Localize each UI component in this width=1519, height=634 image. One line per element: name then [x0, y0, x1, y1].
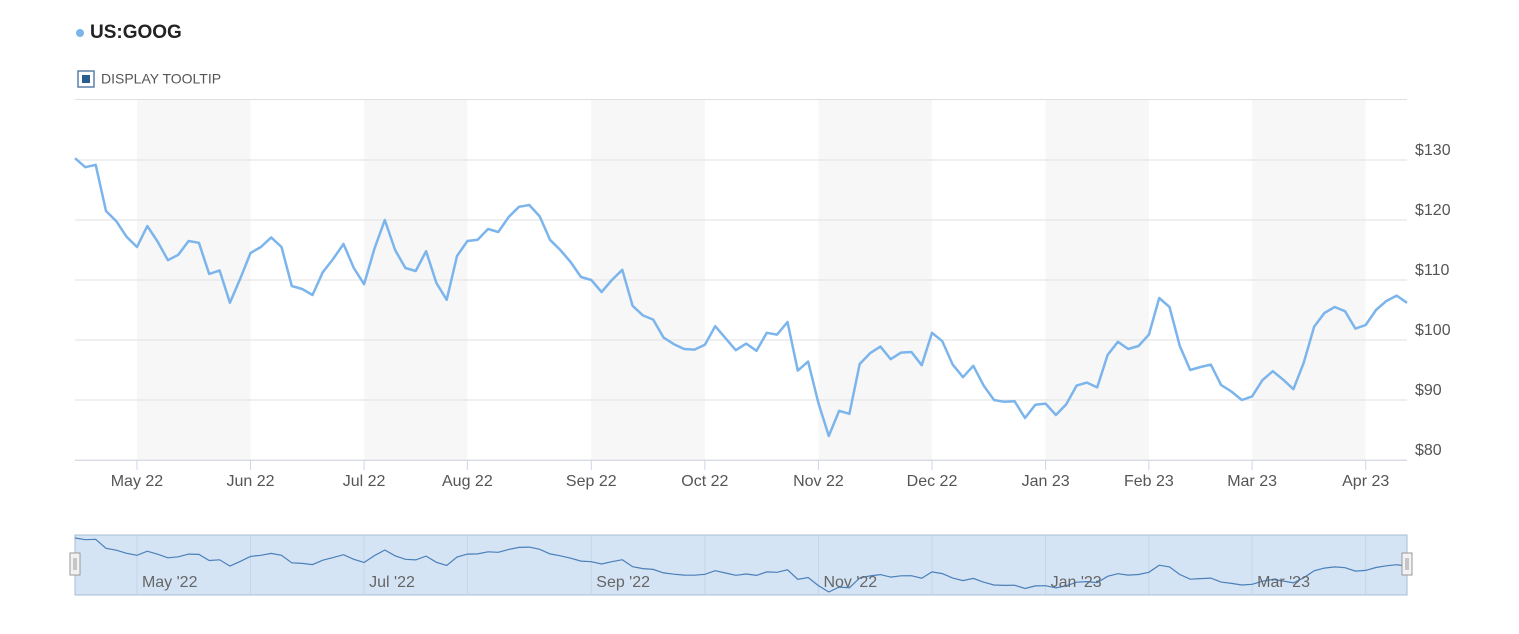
- x-tick-label: Jan 23: [1022, 473, 1070, 490]
- x-tick-label: Sep 22: [566, 473, 617, 490]
- x-tick-label: Nov 22: [793, 473, 844, 490]
- navigator-label: Mar '23: [1257, 574, 1310, 591]
- navigator-label: Nov '22: [823, 574, 877, 591]
- checkbox-label[interactable]: DISPLAY TOOLTIP: [101, 71, 221, 87]
- y-tick-label: $120: [1415, 202, 1451, 219]
- y-tick-label: $130: [1415, 142, 1451, 159]
- x-tick-label: Jul 22: [343, 473, 386, 490]
- navigator-handle-left[interactable]: [69, 552, 81, 576]
- navigator-label: Jul '22: [369, 574, 415, 591]
- x-tick-label: May 22: [111, 473, 164, 490]
- x-tick-label: Feb 23: [1124, 473, 1174, 490]
- navigator-label: Sep '22: [596, 574, 650, 591]
- tooltip-toggle[interactable]: DISPLAY TOOLTIP: [77, 70, 221, 88]
- navigator-window[interactable]: [74, 534, 1408, 596]
- y-tick-label: $110: [1415, 262, 1450, 279]
- y-tick-label: $100: [1415, 322, 1451, 339]
- price-line: [74, 157, 1408, 438]
- handle[interactable]: [1401, 552, 1413, 576]
- legend-entry[interactable]: US:GOOG: [90, 22, 182, 43]
- x-tick-label: Aug 22: [442, 473, 493, 490]
- x-tick-label: Dec 22: [907, 473, 958, 490]
- navigator-handle-right[interactable]: [1401, 552, 1413, 576]
- x-tick-label: Jun 22: [227, 473, 275, 490]
- y-tick-label: $80: [1415, 442, 1442, 459]
- legend-marker: [76, 29, 84, 37]
- y-tick-label: $90: [1415, 382, 1442, 399]
- navigator-label: Jan '23: [1051, 574, 1102, 591]
- x-tick-label: Apr 23: [1342, 473, 1389, 490]
- checkbox-check: [82, 75, 90, 83]
- navigator-line: [74, 537, 1408, 593]
- x-tick-label: Mar 23: [1227, 473, 1277, 490]
- x-tick-label: Oct 22: [681, 473, 728, 490]
- navigator-label: May '22: [142, 574, 198, 591]
- handle[interactable]: [69, 552, 81, 576]
